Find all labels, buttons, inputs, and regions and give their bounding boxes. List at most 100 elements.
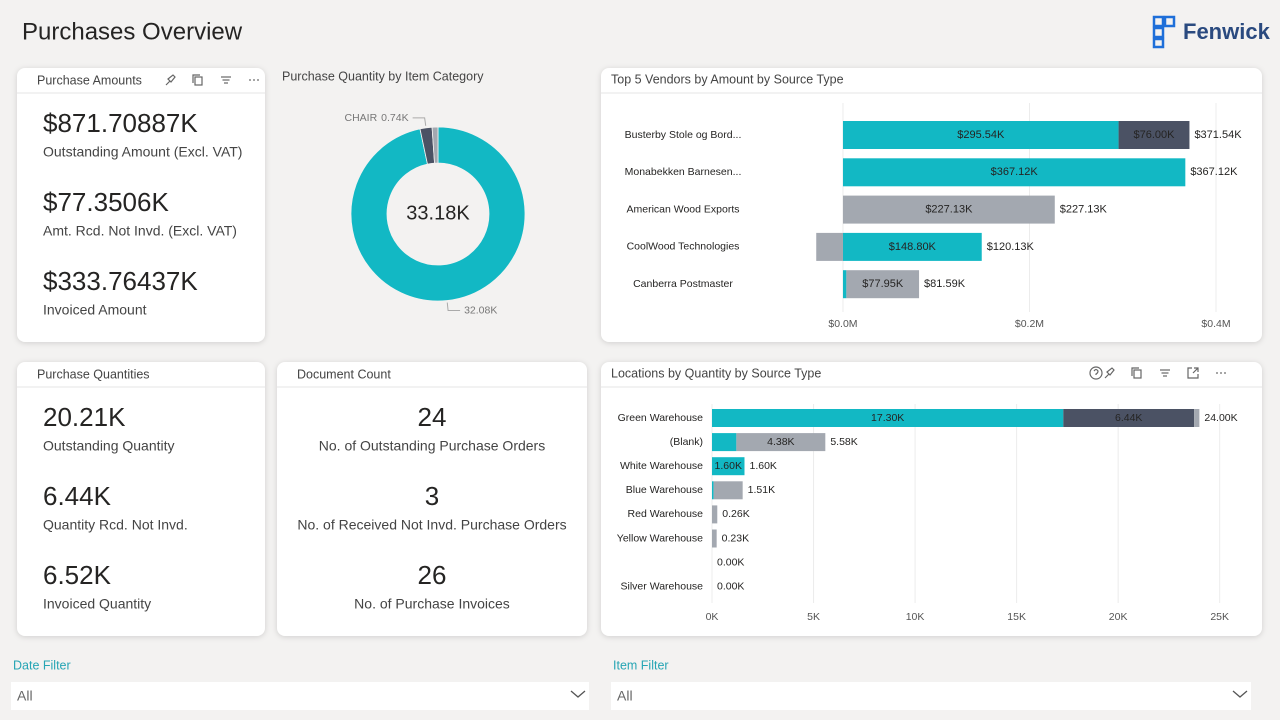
bar-segment xyxy=(842,195,1055,224)
logo-text: Fenwick xyxy=(1183,19,1271,44)
total-label: 0.00K xyxy=(717,580,744,592)
filter-label: Date Filter xyxy=(13,658,71,672)
filter-dropdown[interactable] xyxy=(11,682,589,710)
value-label: 0.74K xyxy=(381,112,408,124)
total-label: 0.26K xyxy=(722,508,749,520)
data-label: 4.38K xyxy=(767,436,794,448)
total-label: 24.00K xyxy=(1204,412,1237,424)
total-label: $120.13K xyxy=(987,241,1035,253)
pin-icon[interactable] xyxy=(165,74,176,86)
kpi-value: 3 xyxy=(425,481,439,511)
more-icon[interactable] xyxy=(1216,372,1226,374)
help-icon[interactable] xyxy=(1089,366,1103,380)
dot xyxy=(249,79,251,81)
filter-icon[interactable] xyxy=(1160,369,1170,377)
y-tick-label: Blue Warehouse xyxy=(626,484,703,496)
y-tick-label: White Warehouse xyxy=(620,460,703,472)
y-tick-label: Red Warehouse xyxy=(628,508,704,520)
data-label: CHAIR 0.74K xyxy=(345,112,409,124)
x-tick-label: $0.2M xyxy=(1015,318,1044,330)
dot xyxy=(257,79,259,81)
kpi-label: No. of Received Not Invd. Purchase Order… xyxy=(297,517,566,533)
total-label: $81.59K xyxy=(924,278,966,290)
logo-icon xyxy=(1152,15,1176,49)
bar-segment xyxy=(712,505,718,524)
data-label: $77.95K xyxy=(862,278,904,290)
data-label: $295.54K xyxy=(957,129,1005,141)
bar-segment xyxy=(713,481,743,500)
y-tick-label: Yellow Warehouse xyxy=(617,532,703,544)
bar-segment xyxy=(816,232,843,261)
kpi-label: Invoiced Amount xyxy=(43,302,147,318)
y-tick-label: Silver Warehouse xyxy=(621,580,704,592)
y-tick-label: Busterby Stole og Bord... xyxy=(625,129,742,141)
total-label: $227.13K xyxy=(1060,204,1108,216)
donut-slice xyxy=(350,126,526,302)
bar-segment xyxy=(712,409,1064,427)
dot xyxy=(253,79,255,81)
bar-segment xyxy=(842,270,847,299)
card-title: Purchase Quantities xyxy=(37,367,150,381)
data-label: $227.13K xyxy=(925,204,973,216)
filter-dropdown[interactable] xyxy=(611,682,1251,710)
y-tick-label: Monabekken Barnesen... xyxy=(625,166,742,178)
copy-icon[interactable] xyxy=(1131,367,1142,379)
donut-slice xyxy=(431,126,439,164)
y-tick-label: American Wood Exports xyxy=(626,203,739,215)
kpi-label: Outstanding Quantity xyxy=(43,438,175,454)
filter-value: All xyxy=(17,688,33,704)
bar-segment xyxy=(842,121,1119,149)
filter-icon[interactable] xyxy=(221,76,231,84)
expand-icon[interactable] xyxy=(1187,367,1199,379)
bar-segment xyxy=(712,529,717,548)
total-label: 1.51K xyxy=(748,484,775,496)
kpi-value: 20.21K xyxy=(43,402,126,432)
kpi-value: $77.3506K xyxy=(43,187,169,217)
kpi-label: Outstanding Amount (Excl. VAT) xyxy=(43,144,242,160)
bar-segment xyxy=(1118,121,1190,149)
dot xyxy=(1216,372,1218,374)
data-label: 32.08K xyxy=(464,304,497,316)
stroke xyxy=(1093,368,1099,375)
kpi-value: 26 xyxy=(418,560,447,590)
stroke xyxy=(1187,367,1199,379)
card-title: Document Count xyxy=(297,367,391,381)
more-icon[interactable] xyxy=(249,79,259,81)
stroke xyxy=(1133,369,1142,379)
pin-icon[interactable] xyxy=(1104,367,1115,379)
leader-line xyxy=(412,117,427,126)
stroke xyxy=(194,76,203,86)
bar-segment xyxy=(736,433,826,452)
dot xyxy=(1220,372,1222,374)
x-tick-label: 15K xyxy=(1007,611,1026,623)
data-label: $76.00K xyxy=(1134,129,1176,141)
chart-title: Purchase Quantity by Item Category xyxy=(282,69,484,83)
total-label: 0.23K xyxy=(722,532,749,544)
stroke xyxy=(1131,367,1139,376)
bar-segment xyxy=(712,481,714,500)
x-tick-label: 5K xyxy=(807,611,820,623)
chevron[interactable] xyxy=(1232,690,1248,698)
stroke xyxy=(1089,366,1103,380)
chevron[interactable] xyxy=(570,690,586,698)
x-tick-label: 25K xyxy=(1210,611,1229,623)
total-label: $367.12K xyxy=(1190,166,1238,178)
bar-segment xyxy=(846,270,920,299)
copy-icon[interactable] xyxy=(192,74,203,86)
bar-segment xyxy=(1194,409,1200,427)
kpi-value: 6.44K xyxy=(43,481,112,511)
chart-title: Top 5 Vendors by Amount by Source Type xyxy=(611,72,844,86)
bar-segment xyxy=(842,232,982,261)
page-title: Purchases Overview xyxy=(22,18,243,45)
stroke xyxy=(1104,367,1115,379)
card xyxy=(277,362,587,636)
filter-label: Item Filter xyxy=(613,658,669,672)
data-label: $367.12K xyxy=(991,166,1039,178)
card xyxy=(17,362,265,636)
stroke xyxy=(165,74,176,86)
kpi-label: Amt. Rcd. Not Invd. (Excl. VAT) xyxy=(43,223,237,239)
kpi-value: $871.70887K xyxy=(43,108,198,138)
data-label: 1.60K xyxy=(715,460,742,472)
kpi-label: Invoiced Quantity xyxy=(43,596,151,612)
